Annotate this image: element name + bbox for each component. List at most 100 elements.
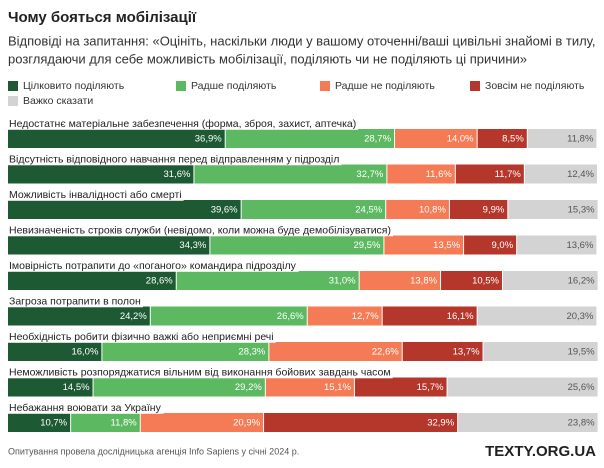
bar-segment bbox=[508, 200, 598, 219]
legend-label: Зовсім не поділяють bbox=[485, 80, 585, 92]
logo: TEXTY.ORG.UA bbox=[485, 443, 596, 460]
value-label: 9,9% bbox=[483, 205, 505, 216]
legend-swatch bbox=[176, 81, 186, 91]
category-label-bg bbox=[8, 188, 184, 201]
value-label: 15,3% bbox=[568, 205, 595, 216]
bar-segment bbox=[8, 200, 241, 219]
source-note: Опитування провела дослідницька агенція … bbox=[8, 446, 299, 456]
value-label: 32,9% bbox=[427, 418, 454, 429]
legend-swatch bbox=[320, 81, 330, 91]
bar-segment bbox=[210, 235, 384, 255]
legend-label: Радше не поділяють bbox=[335, 80, 435, 92]
value-label: 36,9% bbox=[195, 134, 222, 145]
bar-segment bbox=[8, 129, 225, 148]
value-label: 31,0% bbox=[329, 276, 356, 287]
bar-segment bbox=[264, 413, 458, 432]
bar-segment bbox=[455, 164, 524, 184]
value-label: 11,8% bbox=[567, 134, 594, 145]
value-label: 13,8% bbox=[410, 276, 437, 287]
value-label: 28,3% bbox=[238, 347, 265, 358]
value-label: 28,6% bbox=[146, 276, 173, 287]
value-label: 20,9% bbox=[233, 418, 260, 429]
bar-segment bbox=[382, 306, 477, 326]
bar-segment bbox=[387, 164, 455, 184]
legend-label: Цілковито поділяють bbox=[23, 80, 125, 92]
value-label: 32,7% bbox=[356, 169, 383, 180]
legend-swatch bbox=[470, 81, 480, 91]
bar-segment bbox=[447, 377, 598, 397]
bar-segment bbox=[384, 235, 464, 255]
chart-subtitle: розглядаючи для себе можливість мобіліза… bbox=[8, 51, 527, 66]
bar-segment bbox=[8, 306, 150, 326]
value-label: 19,5% bbox=[568, 347, 595, 358]
bar-segment bbox=[150, 306, 307, 326]
value-label: 10,5% bbox=[472, 276, 499, 287]
value-label: 14,0% bbox=[447, 134, 474, 145]
value-label: 8,5% bbox=[502, 134, 524, 145]
value-label: 13,6% bbox=[566, 240, 593, 251]
bar-segment bbox=[441, 271, 503, 290]
bar-segment bbox=[449, 200, 508, 219]
bar-segment bbox=[458, 413, 598, 432]
bar-segment bbox=[194, 164, 387, 184]
category-label: Імовірність потрапити до «поганого» кома… bbox=[9, 260, 297, 272]
value-label: 9,0% bbox=[492, 240, 514, 251]
value-label: 23,8% bbox=[568, 418, 595, 429]
legend-swatch bbox=[8, 81, 18, 91]
value-label: 39,6% bbox=[211, 205, 238, 216]
value-label: 12,4% bbox=[567, 169, 594, 180]
value-label: 11,7% bbox=[495, 169, 522, 180]
category-label: Можливість інвалідності або смерті bbox=[9, 189, 182, 201]
bar-segment bbox=[8, 235, 210, 255]
legend-swatch bbox=[8, 96, 18, 106]
value-label: 10,8% bbox=[419, 205, 446, 216]
value-label: 13,7% bbox=[453, 347, 480, 358]
value-label: 15,1% bbox=[324, 382, 351, 393]
bar-segment bbox=[8, 377, 93, 397]
value-label: 24,5% bbox=[355, 205, 382, 216]
value-label: 13,5% bbox=[433, 240, 460, 251]
bar-segment bbox=[93, 377, 265, 397]
value-label: 31,6% bbox=[164, 169, 191, 180]
chart-subtitle: Відповіді на запитання: «Оцініть, наскіл… bbox=[8, 33, 595, 48]
bar-segment bbox=[176, 271, 359, 290]
category-label-bg bbox=[8, 117, 359, 130]
bar-segment bbox=[359, 271, 441, 290]
category-label-bg bbox=[8, 401, 164, 414]
bar-segment bbox=[225, 129, 395, 148]
category-label: Невизначеність строків служби (невідомо,… bbox=[9, 224, 391, 236]
category-label: Відсутність відповідного навчання перед … bbox=[9, 153, 339, 165]
bar-segment bbox=[8, 413, 71, 432]
bar-segment bbox=[517, 235, 597, 255]
bar-segment bbox=[241, 200, 386, 219]
bar-segment bbox=[477, 129, 527, 148]
value-label: 22,6% bbox=[372, 347, 399, 358]
category-label: Загроза потрапити в полон bbox=[9, 295, 141, 307]
chart-title: Чому бояться мобілізації bbox=[8, 9, 197, 26]
bar-segment bbox=[354, 377, 447, 397]
value-label: 11,8% bbox=[111, 418, 138, 429]
value-label: 16,2% bbox=[568, 276, 595, 287]
value-label: 34,3% bbox=[179, 240, 206, 251]
bar-segment bbox=[8, 271, 176, 290]
bar-segment bbox=[464, 235, 517, 255]
legend-label: Радше поділяють bbox=[191, 80, 277, 92]
bar-segment bbox=[503, 271, 598, 290]
category-label-bg bbox=[8, 153, 342, 166]
bar-segment bbox=[477, 306, 597, 326]
value-label: 16,0% bbox=[71, 347, 98, 358]
bar-segment bbox=[524, 164, 597, 184]
value-label: 16,1% bbox=[447, 311, 474, 322]
value-label: 29,2% bbox=[235, 382, 262, 393]
value-label: 29,5% bbox=[353, 240, 380, 251]
category-label-bg bbox=[8, 224, 393, 237]
bar-segment bbox=[386, 200, 449, 219]
bar-segment bbox=[71, 413, 140, 432]
value-label: 26,6% bbox=[277, 311, 304, 322]
category-label-bg bbox=[8, 259, 299, 272]
value-label: 14,5% bbox=[63, 382, 90, 393]
value-label: 10,7% bbox=[40, 418, 67, 429]
value-label: 24,2% bbox=[120, 311, 147, 322]
category-label-bg bbox=[8, 295, 143, 308]
